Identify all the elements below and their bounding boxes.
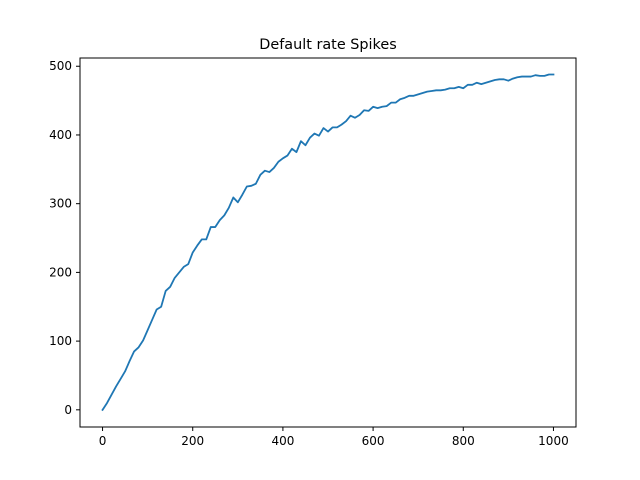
axes-frame	[79, 57, 577, 428]
x-tick-label: 0	[99, 434, 107, 448]
x-tick-label: 1000	[538, 434, 569, 448]
y-tick-label: 400	[49, 128, 72, 142]
y-tick-label: 300	[49, 197, 72, 211]
x-tick-label: 600	[362, 434, 385, 448]
x-tick-label: 400	[271, 434, 294, 448]
x-tick-label: 200	[181, 434, 204, 448]
chart-title: Default rate Spikes	[259, 37, 396, 53]
y-tick-label: 0	[64, 403, 72, 417]
x-tick-label: 800	[452, 434, 475, 448]
y-tick-label: 200	[49, 265, 72, 279]
plot-area: 0 200 400 600 800 1000 0 100 200 300 400 500	[49, 59, 569, 448]
y-tick-label: 500	[49, 59, 72, 73]
y-tick-label: 100	[49, 334, 72, 348]
series-line	[101, 73, 555, 412]
